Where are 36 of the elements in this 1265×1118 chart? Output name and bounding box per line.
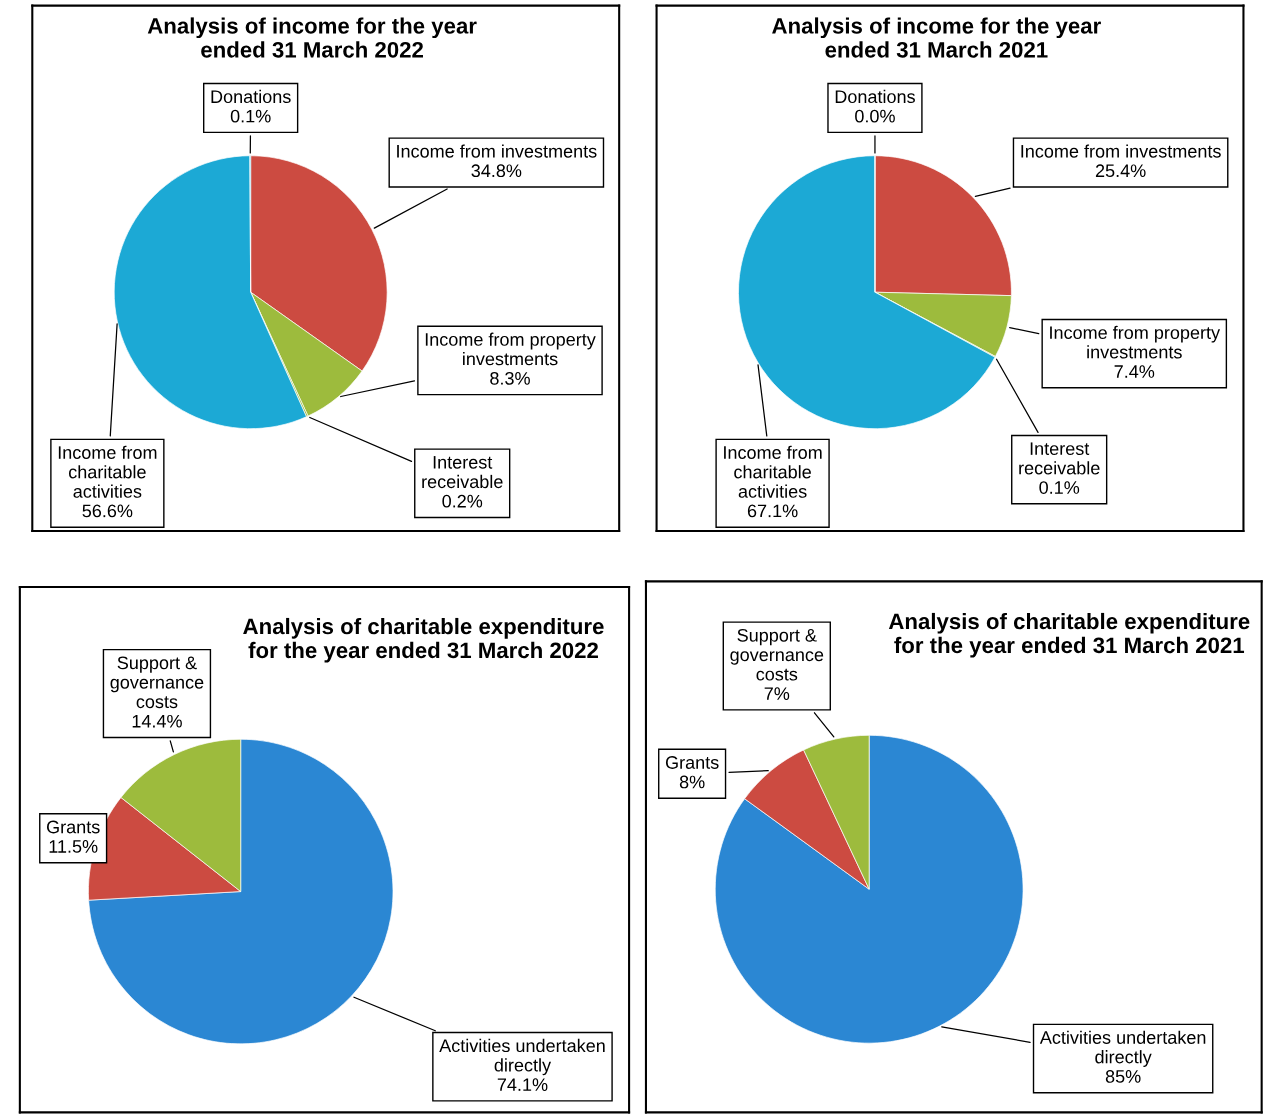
slice-label: Support & governance costs [730,628,824,681]
slice-label: Grants [46,820,100,834]
data-label: 34.8% [471,164,522,178]
category-label: Donations [835,89,915,104]
slice-label: Activities undertaken directly [1039,1030,1206,1067]
slice-label: Income from property investments [1050,325,1221,359]
data-label: 85% [1105,1070,1141,1083]
data-label: 11.5% [49,840,98,853]
data-label: 67.1% [747,504,798,518]
slice-label: Activities undertaken directly [439,1038,605,1076]
data-label: 56.6% [82,504,133,518]
text: 0.0% [855,109,895,123]
data-label: 0.1% [1039,481,1080,494]
data-label: 74.1% [497,1078,548,1091]
slice-label: Interest receivable [422,456,503,489]
data-label: 7.4% [1114,365,1155,378]
data-label: 7% [764,687,790,700]
slice-label: Income from property investments [425,332,596,366]
chart-title: Analysis of charitable expenditure for the year ended 31 March 2021 [888,612,1250,658]
slice-label: Income from investments [1021,144,1221,158]
chart-title: Analysis of income for the year ended 31 March 2022 [147,17,477,58]
data-label: 14.4% [132,714,182,728]
slice-label: Income from charitable activities [58,445,157,498]
slice-label: Income from investments [397,144,597,158]
data-label: 25.4% [1095,164,1146,178]
chart-title: Analysis of charitable expenditure for the year ended 31 March 2022 [243,617,604,663]
slice-label: Income from charitable activities [724,445,822,498]
slice-label: Interest receivable [1019,442,1100,475]
chart-title: Analysis of income for the year ended 31 March 2021 [772,17,1101,58]
data-label: 0.2% [442,494,483,508]
data-label: 0.1% [230,109,271,123]
data-label: 8% [679,775,705,789]
data-label: 8.3% [490,371,530,385]
slice-label: Grants [665,756,719,769]
slice-label: Support & governance costs [110,656,204,709]
slice-label: Donations [211,89,291,104]
